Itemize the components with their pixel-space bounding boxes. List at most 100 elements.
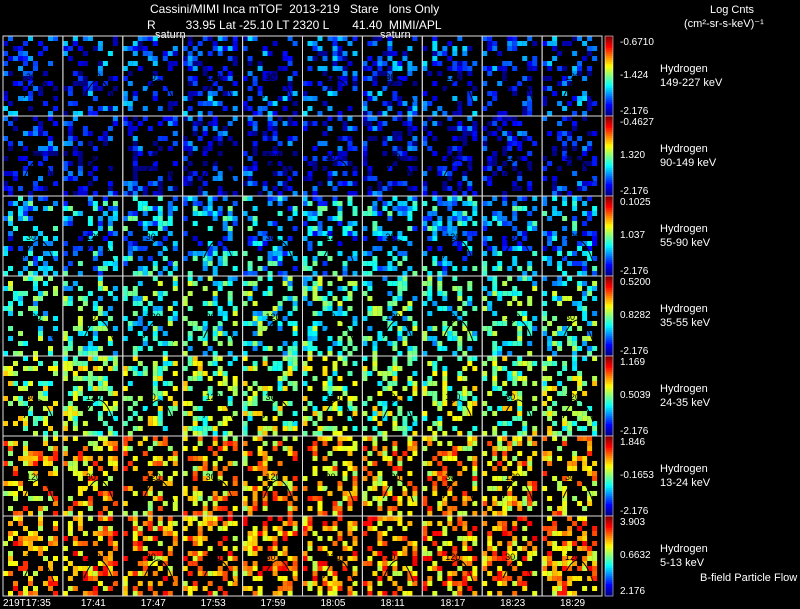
image-panel: 30: [182, 115, 244, 197]
pixel: [567, 461, 573, 466]
pixel: [247, 396, 253, 401]
pixel: [412, 446, 418, 451]
pixel: [552, 316, 558, 321]
pixel: [282, 536, 288, 541]
pixel: [247, 506, 253, 511]
pixel: [587, 346, 593, 351]
pixel: [587, 496, 593, 501]
pixel: [252, 541, 258, 546]
pixel: [337, 301, 343, 306]
pixel: [507, 371, 513, 376]
pixel: [38, 161, 43, 166]
pixel: [87, 566, 93, 571]
pixel: [527, 441, 533, 446]
pixel: [152, 166, 158, 171]
pixel: [437, 51, 443, 56]
pixel: [152, 436, 158, 441]
colorbar-segment: [605, 242, 613, 245]
pixel: [77, 521, 83, 526]
pixel: [167, 206, 173, 211]
pixel: [497, 261, 503, 266]
pixel: [92, 176, 98, 181]
pixel: [182, 256, 188, 261]
pixel: [387, 301, 393, 306]
pixel: [512, 496, 518, 501]
pixel: [48, 581, 53, 586]
pixel: [467, 46, 473, 51]
pixel: [362, 281, 368, 286]
pixel: [457, 71, 463, 76]
pixel: [13, 586, 18, 591]
pixel: [362, 371, 368, 376]
pixel: [397, 511, 403, 516]
pixel: [137, 546, 143, 551]
pixel: [322, 511, 328, 516]
pixel: [492, 246, 498, 251]
image-panel: 30: [122, 195, 184, 277]
pixel: [587, 146, 593, 151]
pixel: [437, 171, 443, 176]
pixel: [127, 126, 133, 131]
pixel: [87, 516, 93, 521]
pixel: [107, 191, 113, 196]
pixel: [507, 341, 513, 346]
pixel: [352, 556, 358, 561]
pixel: [327, 536, 333, 541]
pixel: [187, 61, 193, 66]
pixel: [222, 371, 228, 376]
pixel: [562, 486, 568, 491]
pixel: [382, 371, 388, 376]
pixel: [227, 56, 233, 61]
pixel: [567, 421, 573, 426]
pixel: [332, 366, 338, 371]
pixel: [552, 351, 558, 356]
pixel: [312, 406, 318, 411]
pixel: [592, 46, 598, 51]
pixel: [547, 431, 553, 436]
pixel: [392, 296, 398, 301]
pixel: [462, 326, 468, 331]
colorbar-segment: [605, 140, 613, 143]
pixel: [397, 456, 403, 461]
pixel: [212, 436, 218, 441]
pixel: [322, 456, 328, 461]
pixel: [202, 396, 208, 401]
pixel: [107, 556, 113, 561]
pixel: [577, 281, 583, 286]
pixel: [267, 236, 273, 241]
pixel: [142, 561, 148, 566]
pixel: [227, 336, 233, 341]
pixel: [432, 51, 438, 56]
pixel: [512, 376, 518, 381]
pixel: [8, 36, 13, 41]
pixel: [77, 261, 83, 266]
pixel: [33, 571, 38, 576]
pixel: [13, 81, 18, 86]
pixel: [392, 506, 398, 511]
pixel: [252, 161, 258, 166]
pixel: [252, 531, 258, 536]
pixel: [392, 371, 398, 376]
pixel: [112, 401, 118, 406]
pixel: [447, 326, 453, 331]
pixel: [167, 216, 173, 221]
pixel: [67, 301, 73, 306]
pixel: [402, 51, 408, 56]
pixel: [502, 161, 508, 166]
pixel: [222, 431, 228, 436]
pixel: [577, 411, 583, 416]
pixel: [262, 346, 268, 351]
pixel: [82, 61, 88, 66]
pixel: [122, 66, 128, 71]
pixel: [512, 436, 518, 441]
pixel: [522, 76, 528, 81]
colorbar-segment: [605, 472, 613, 475]
image-panel: 120: [302, 355, 363, 437]
pixel: [547, 386, 553, 391]
pixel: [53, 371, 58, 376]
pixel: [207, 581, 213, 586]
image-panel: 30: [481, 195, 543, 277]
pixel: [377, 401, 383, 406]
pixel: [467, 126, 473, 131]
pixel: [112, 356, 118, 361]
